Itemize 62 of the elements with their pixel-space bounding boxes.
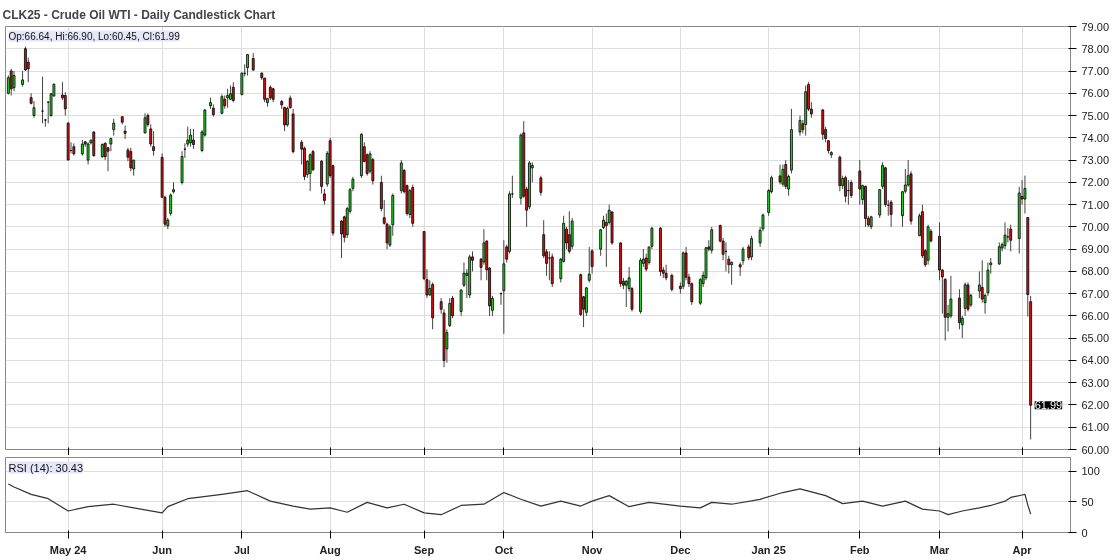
candlestick <box>547 250 551 281</box>
y-tick-label: 75.00 <box>1081 109 1110 122</box>
y-tick-label: 77.00 <box>1081 65 1110 78</box>
annotation: 61.99 <box>1034 399 1063 412</box>
y-tick-label: 62.00 <box>1081 398 1110 411</box>
y-tick-label: 0 <box>1081 526 1088 539</box>
y-tick-label: 74.00 <box>1081 131 1110 144</box>
y-tick-label: 64.00 <box>1081 354 1110 367</box>
x-tick-label: Jan 25 <box>751 543 786 556</box>
candlestick <box>539 175 543 197</box>
x-tick-label: Aug <box>319 543 341 556</box>
x-tick-label: Feb <box>850 543 870 556</box>
candlestick <box>32 100 36 119</box>
chart-title: CLK25 - Crude Oil WTI - Daily Candlestick Chart <box>2 7 276 22</box>
y-tick-label: 71.00 <box>1081 198 1110 211</box>
y-tick-label: 67.00 <box>1081 287 1110 300</box>
x-tick-label: Apr <box>1012 543 1033 556</box>
candlestick <box>340 219 343 259</box>
x-tick-label: Dec <box>670 543 691 556</box>
candlestick <box>1009 224 1013 252</box>
candlestick <box>1023 175 1027 215</box>
candlestick <box>169 192 173 217</box>
y-tick-label: 100 <box>1081 465 1100 478</box>
y-tick-label: 69.00 <box>1081 243 1110 256</box>
candlestick <box>730 260 734 286</box>
y-tick-label: 68.00 <box>1081 265 1110 278</box>
candlestick <box>587 246 591 284</box>
y-tick-label: 60.00 <box>1081 443 1110 456</box>
x-tick-label: May 24 <box>49 543 88 556</box>
y-tick-label: 50 <box>1081 495 1094 508</box>
x-tick-label: Jun <box>152 543 173 556</box>
x-tick-label: Mar <box>929 543 951 556</box>
y-tick-label: 70.00 <box>1081 220 1110 233</box>
candlestick <box>448 297 452 328</box>
y-tick-label: 73.00 <box>1081 154 1110 167</box>
y-tick-label: 63.00 <box>1081 376 1110 389</box>
x-tick-label: Oct <box>494 543 514 556</box>
x-tick-label: Sep <box>414 543 435 556</box>
candlestick <box>106 146 110 172</box>
y-tick-label: 72.00 <box>1081 176 1110 189</box>
y-tick-label: 65.00 <box>1081 332 1110 345</box>
candlestick <box>778 164 782 186</box>
candlestick <box>889 199 893 228</box>
candlestick <box>599 228 603 257</box>
y-tick-label: 66.00 <box>1081 309 1110 322</box>
y-tick-label: 79.00 <box>1081 20 1110 33</box>
candlestick <box>109 137 113 152</box>
candlestick <box>781 164 785 188</box>
x-tick-label: Jul <box>233 543 250 556</box>
y-tick-label: 78.00 <box>1081 42 1110 55</box>
candlestick <box>246 53 249 76</box>
chart-title: RSI (14): 30.43 <box>8 461 84 474</box>
candlestick <box>12 70 16 92</box>
y-tick-label: 76.00 <box>1081 87 1110 100</box>
x-tick-label: Nov <box>581 543 604 556</box>
candlestick <box>41 76 44 124</box>
candlestick <box>459 288 463 317</box>
y-tick-label: 61.00 <box>1081 421 1110 434</box>
annotation: Op:66.64, Hi:66.90, Lo:60.45, Cl:61.99 <box>8 30 181 42</box>
candlestick <box>710 226 714 255</box>
candlestick <box>123 125 127 140</box>
line-series <box>7 483 1032 516</box>
